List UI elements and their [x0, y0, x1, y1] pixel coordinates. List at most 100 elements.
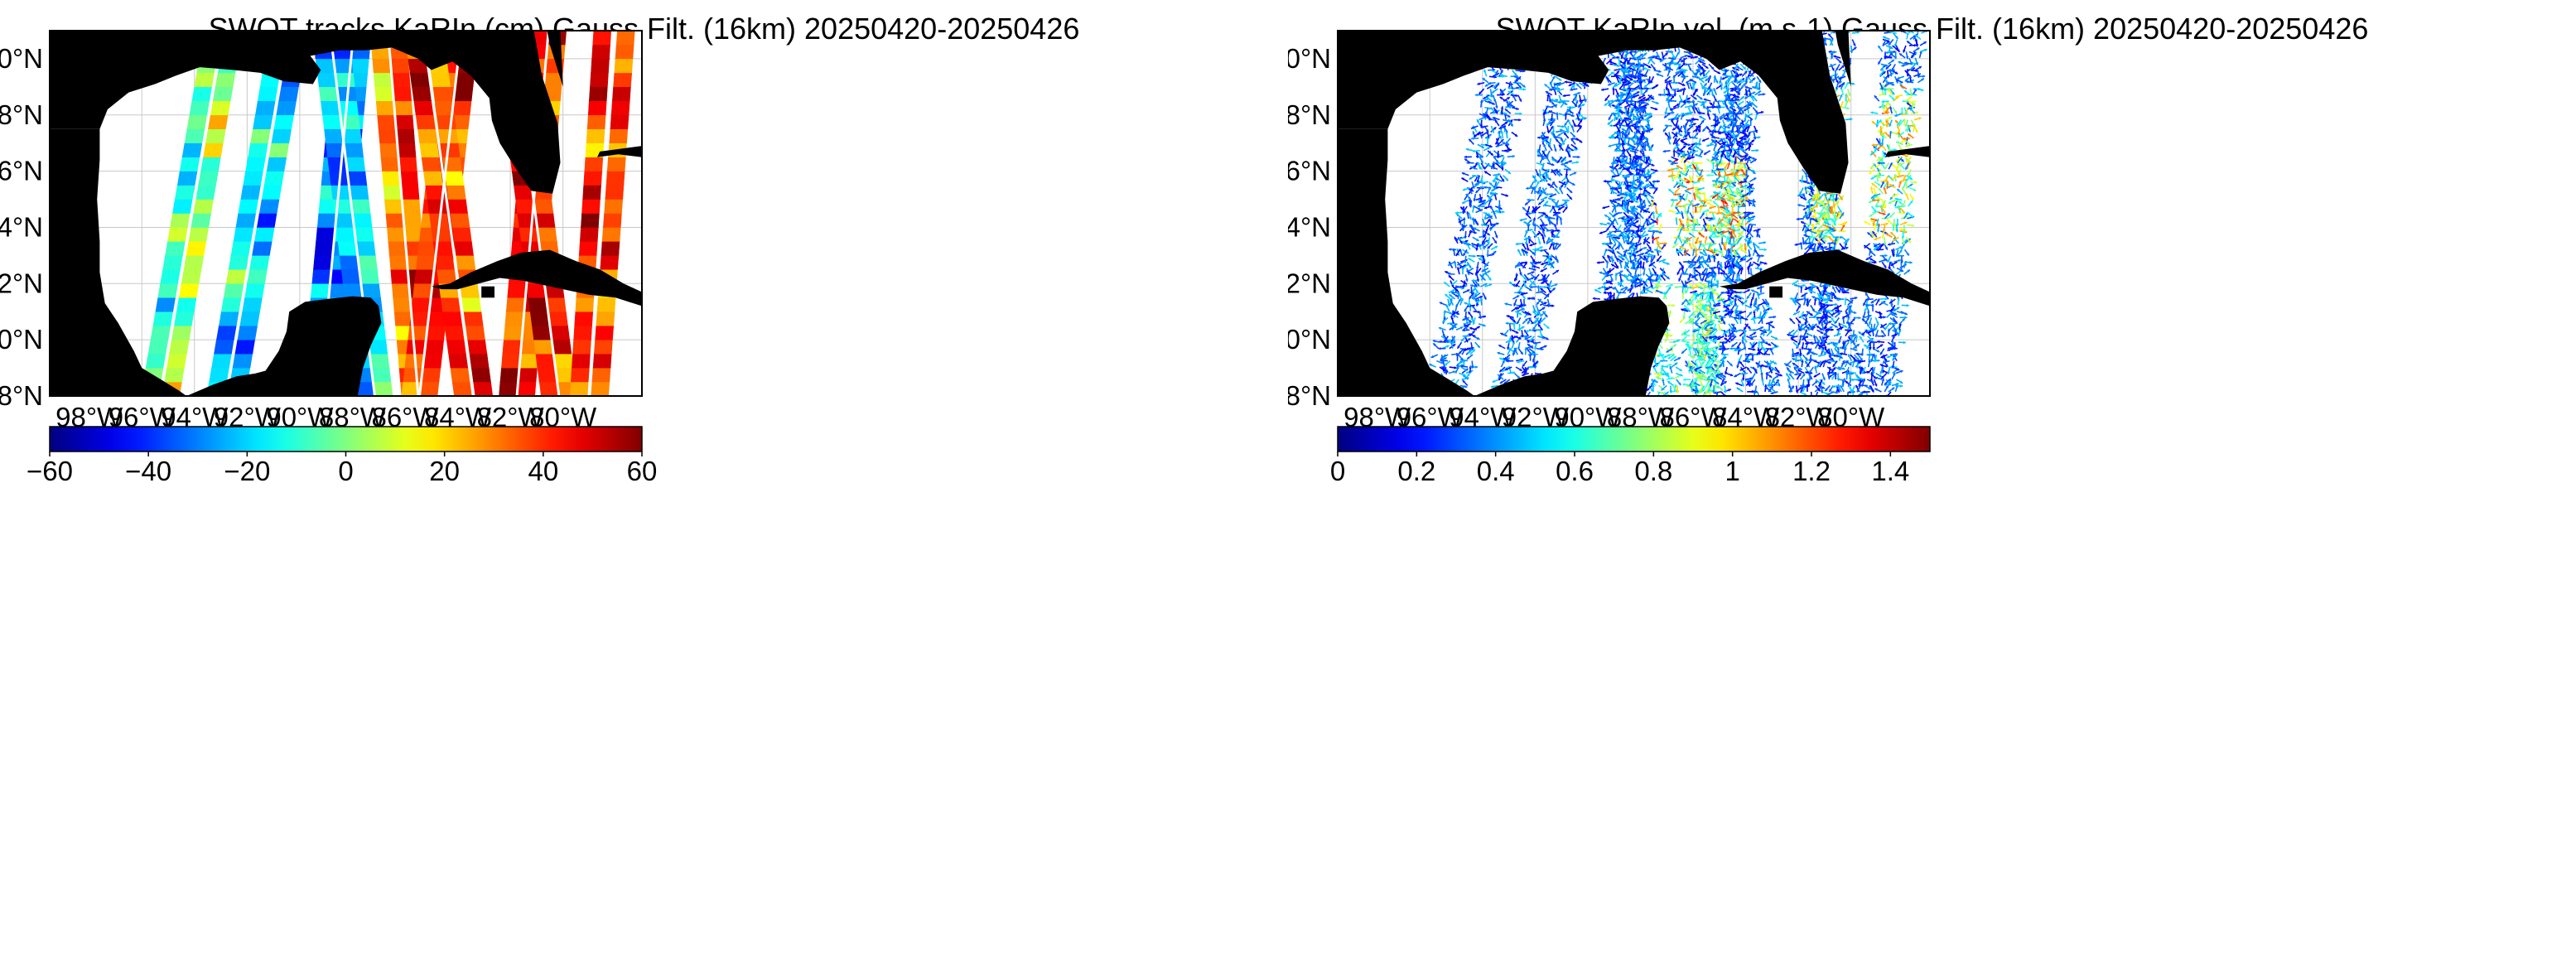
velocity-arrowhead: [1522, 364, 1526, 367]
velocity-arrowhead: [1554, 224, 1557, 227]
velocity-arrowhead: [1507, 91, 1512, 94]
land-mexico: [50, 128, 187, 396]
velocity-arrowhead: [1458, 292, 1461, 296]
velocity-arrowhead: [1579, 124, 1582, 128]
swath-segment: [605, 184, 625, 200]
swath-segment: [606, 156, 626, 171]
velocity-arrowhead: [1555, 135, 1558, 139]
swath-segment: [339, 254, 359, 270]
y-tick-label: 22°N: [0, 268, 43, 298]
velocity-arrowhead: [1456, 267, 1460, 270]
swath-segment: [211, 353, 232, 369]
velocity-arrowhead: [1532, 282, 1536, 286]
velocity-arrowhead: [1559, 144, 1562, 148]
velocity-arrowhead: [1494, 119, 1498, 123]
velocity-arrowhead: [1479, 91, 1482, 94]
velocity-arrowhead: [1534, 277, 1537, 281]
velocity-arrowhead: [1479, 99, 1483, 103]
velocity-arrowhead: [1523, 221, 1527, 225]
velocity-arrowhead: [1483, 315, 1486, 319]
velocity-arrowhead: [1618, 109, 1622, 112]
swath-segment: [245, 156, 266, 171]
nadir-gap: [386, 31, 420, 396]
swath-segment: [499, 367, 519, 383]
velocity-arrowhead: [1438, 326, 1442, 331]
velocity-arrowhead: [1493, 110, 1496, 113]
velocity-arrowhead: [1527, 223, 1531, 226]
velocity-arrowhead: [1517, 249, 1521, 253]
velocity-arrowhead: [1604, 215, 1608, 218]
velocity-arrowhead: [1541, 336, 1546, 340]
velocity-arrowhead: [1489, 223, 1493, 226]
velocity-arrowhead: [1527, 210, 1530, 214]
velocity-arrowhead: [1608, 245, 1612, 249]
velocity-arrowhead: [1480, 125, 1483, 129]
velocity-arrowhead: [1507, 103, 1510, 106]
velocity-arrowhead: [1507, 86, 1511, 90]
velocity-arrowhead: [1557, 83, 1561, 86]
swath-segment: [240, 184, 261, 200]
velocity-arrowhead: [1474, 294, 1478, 297]
velocity-arrowhead: [1615, 164, 1619, 167]
velocity-arrowhead: [1551, 102, 1555, 105]
velocity-arrowhead: [1619, 91, 1623, 95]
swath-segment: [249, 254, 270, 270]
velocity-arrowhead: [1459, 350, 1462, 355]
velocity-arrowhead: [1447, 272, 1450, 276]
swath-segment: [183, 254, 205, 270]
velocity-arrowhead: [1528, 238, 1532, 242]
velocity-arrowhead: [1512, 322, 1516, 326]
colorbar-tick-label: −40: [125, 456, 171, 486]
velocity-arrowhead: [1518, 118, 1522, 122]
velocity-arrowhead: [1545, 314, 1548, 317]
velocity-arrowhead: [1540, 268, 1544, 273]
velocity-arrowhead: [1476, 238, 1479, 241]
swath-segment: [446, 184, 466, 200]
velocity-arrowhead: [1609, 123, 1613, 128]
velocity-arrowhead: [1470, 166, 1474, 170]
velocity-arrowhead: [1452, 344, 1456, 347]
velocity-arrowhead: [1610, 278, 1614, 282]
velocity-arrowhead: [1533, 329, 1536, 332]
y-tick-label: 30°N: [0, 43, 43, 74]
velocity-arrowhead: [1496, 155, 1500, 158]
velocity-arrowhead: [1502, 93, 1505, 97]
swath-segment: [419, 142, 440, 157]
velocity-arrowhead: [1500, 332, 1503, 336]
velocity-arrowhead: [1545, 200, 1549, 204]
velocity-arrowhead: [1493, 127, 1497, 130]
velocity-arrowhead: [1606, 228, 1609, 231]
swath-segment: [230, 240, 252, 256]
swath-segment: [548, 311, 568, 326]
velocity-arrowhead: [1522, 88, 1526, 91]
velocity-arrowhead: [1471, 137, 1474, 140]
velocity-arrowhead: [1507, 147, 1510, 151]
velocity-arrowhead: [1467, 334, 1470, 338]
swath-segment: [244, 283, 265, 298]
swath-segment: [388, 240, 408, 256]
velocity-arrowhead: [1546, 136, 1549, 139]
velocity-arrowhead: [1472, 205, 1475, 208]
velocity-arrowhead: [1527, 340, 1530, 343]
swath-segment: [210, 99, 231, 116]
swath-segment: [184, 128, 205, 143]
velocity-arrowhead: [1500, 70, 1503, 73]
velocity-arrowhead: [1579, 126, 1582, 129]
velocity-arrowhead: [1509, 282, 1512, 285]
velocity-arrowhead: [1513, 303, 1517, 307]
velocity-arrowhead: [1520, 292, 1523, 296]
swath-segment: [504, 325, 523, 340]
swath-segment: [546, 297, 567, 312]
swath-segment: [371, 367, 392, 383]
velocity-arrowhead: [1547, 303, 1551, 307]
velocity-arrowhead: [1612, 234, 1616, 238]
swath-segment: [609, 128, 629, 143]
swath-segment: [172, 198, 193, 214]
velocity-arrowhead: [1444, 339, 1447, 343]
swath-segment: [258, 85, 278, 102]
velocity-arrowhead: [1469, 176, 1473, 180]
swath-segment: [450, 212, 470, 228]
velocity-arrowhead: [1549, 88, 1552, 92]
swath-segment: [440, 297, 461, 312]
land-yucatan: [186, 296, 382, 396]
